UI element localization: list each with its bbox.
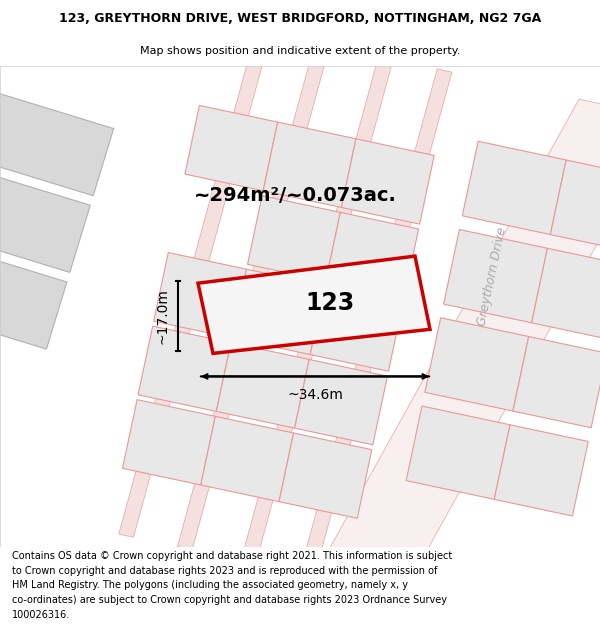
Polygon shape bbox=[232, 269, 325, 354]
Polygon shape bbox=[406, 406, 510, 499]
Polygon shape bbox=[532, 248, 600, 339]
Text: 100026316.: 100026316. bbox=[12, 610, 70, 620]
Polygon shape bbox=[425, 318, 529, 411]
Polygon shape bbox=[263, 122, 356, 208]
Polygon shape bbox=[341, 139, 434, 224]
Text: co-ordinates) are subject to Crown copyright and database rights 2023 Ordnance S: co-ordinates) are subject to Crown copyr… bbox=[12, 595, 447, 605]
Text: to Crown copyright and database rights 2023 and is reproduced with the permissio: to Crown copyright and database rights 2… bbox=[12, 566, 437, 576]
Polygon shape bbox=[314, 99, 600, 594]
Polygon shape bbox=[494, 425, 588, 516]
Polygon shape bbox=[154, 253, 247, 338]
Polygon shape bbox=[185, 106, 278, 191]
Text: Map shows position and indicative extent of the property.: Map shows position and indicative extent… bbox=[140, 46, 460, 56]
Text: HM Land Registry. The polygons (including the associated geometry, namely x, y: HM Land Registry. The polygons (includin… bbox=[12, 581, 408, 591]
Polygon shape bbox=[326, 213, 419, 298]
Polygon shape bbox=[248, 196, 340, 281]
Polygon shape bbox=[279, 433, 372, 518]
Polygon shape bbox=[310, 286, 403, 371]
Polygon shape bbox=[198, 256, 430, 353]
Polygon shape bbox=[241, 56, 393, 563]
Polygon shape bbox=[463, 141, 566, 234]
Polygon shape bbox=[0, 93, 113, 196]
Text: Contains OS data © Crown copyright and database right 2021. This information is : Contains OS data © Crown copyright and d… bbox=[12, 551, 452, 561]
Polygon shape bbox=[138, 326, 231, 411]
Polygon shape bbox=[0, 170, 90, 272]
Text: 123: 123 bbox=[305, 291, 355, 315]
Polygon shape bbox=[550, 160, 600, 251]
Polygon shape bbox=[122, 399, 215, 485]
Text: ~34.6m: ~34.6m bbox=[287, 389, 343, 402]
Polygon shape bbox=[295, 359, 388, 445]
Text: 123, GREYTHORN DRIVE, WEST BRIDGFORD, NOTTINGHAM, NG2 7GA: 123, GREYTHORN DRIVE, WEST BRIDGFORD, NO… bbox=[59, 12, 541, 25]
Polygon shape bbox=[119, 31, 271, 538]
Polygon shape bbox=[443, 229, 547, 322]
Text: Greythorn Drive: Greythorn Drive bbox=[475, 226, 509, 327]
Polygon shape bbox=[201, 416, 293, 502]
Text: ~17.0m: ~17.0m bbox=[156, 288, 170, 344]
Polygon shape bbox=[178, 43, 329, 550]
Polygon shape bbox=[300, 69, 452, 576]
Polygon shape bbox=[0, 247, 67, 349]
Text: ~294m²/~0.073ac.: ~294m²/~0.073ac. bbox=[194, 186, 397, 206]
Polygon shape bbox=[217, 342, 309, 428]
Polygon shape bbox=[513, 336, 600, 428]
